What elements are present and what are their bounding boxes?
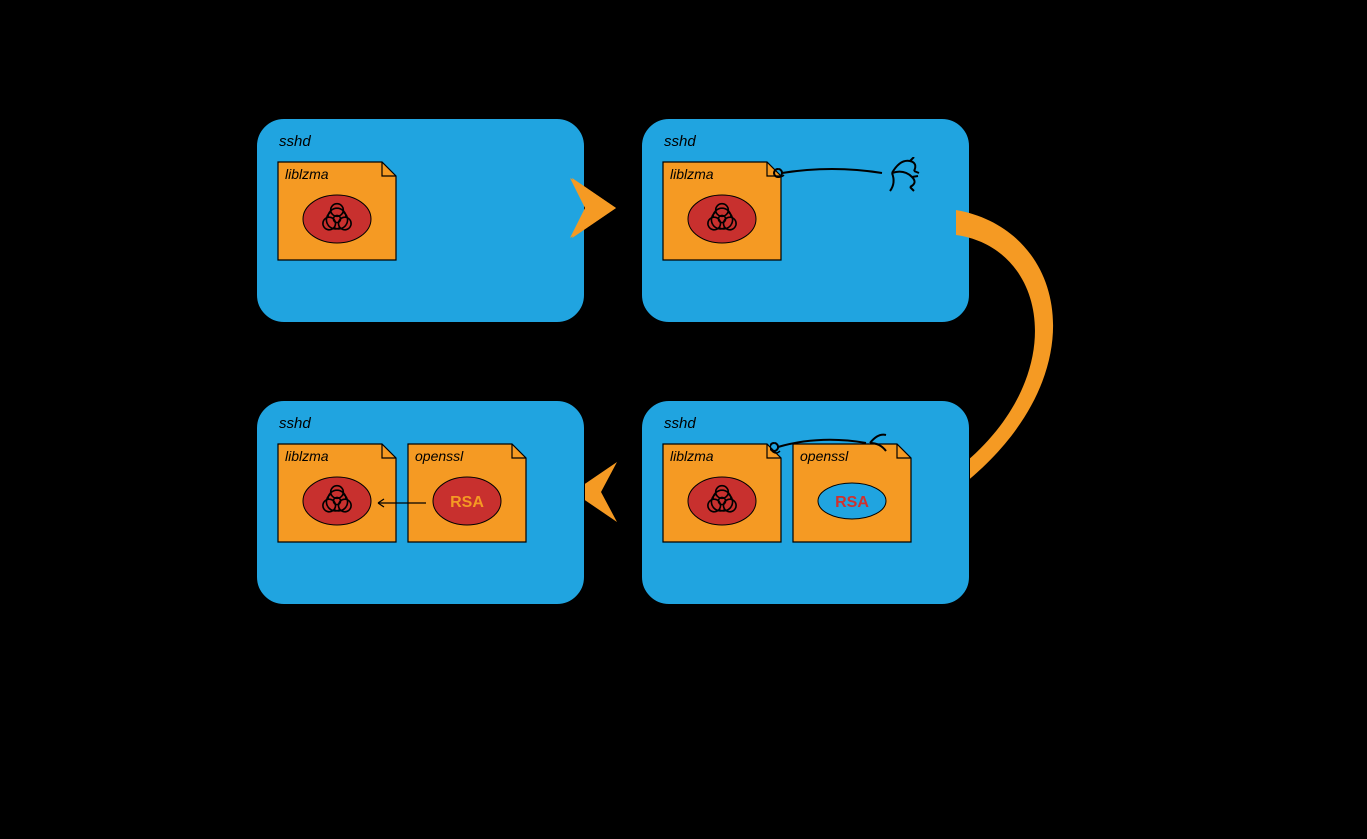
panel-1-title: sshd	[279, 133, 566, 150]
module-liblzma-1: liblzma	[277, 161, 397, 261]
panel-sshd-1: sshd liblzma	[256, 118, 585, 323]
panel-2-title: sshd	[664, 133, 951, 150]
panel-sshd-3: sshd liblzma openssl RSA	[256, 400, 585, 605]
module-liblzma-1-label: liblzma	[285, 166, 329, 182]
panel-sshd-4: sshd liblzma openssl RSA	[641, 400, 970, 605]
panel-3-title: sshd	[279, 415, 566, 432]
module-liblzma-4: liblzma	[662, 443, 782, 543]
rsa-label-3: RSA	[450, 494, 484, 511]
rsa-label-4: RSA	[835, 494, 869, 511]
module-liblzma-3-label: liblzma	[285, 448, 329, 464]
call-arrow	[372, 493, 432, 513]
module-liblzma-2: liblzma	[662, 161, 782, 261]
panel-sshd-2: sshd liblzma	[641, 118, 970, 323]
module-openssl-3-label: openssl	[415, 448, 464, 464]
hook-icon	[772, 157, 972, 237]
module-liblzma-2-label: liblzma	[670, 166, 714, 182]
hook-icon-small	[770, 429, 940, 479]
module-liblzma-4-label: liblzma	[670, 448, 714, 464]
